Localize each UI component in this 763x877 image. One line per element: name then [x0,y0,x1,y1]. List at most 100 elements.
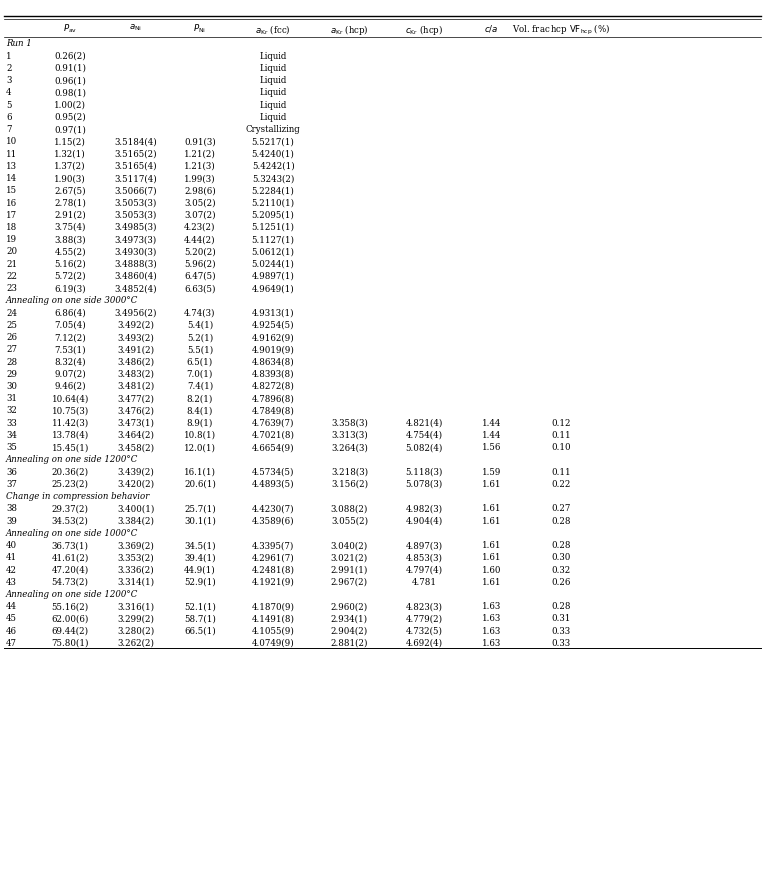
Text: 4.9162(9): 4.9162(9) [252,333,295,342]
Text: 43: 43 [6,578,17,587]
Text: 7.4(1): 7.4(1) [187,382,213,391]
Text: $a_{\mathrm{Kr}}$ (hcp): $a_{\mathrm{Kr}}$ (hcp) [330,23,369,37]
Text: 8.2(1): 8.2(1) [187,395,213,403]
Text: 3.262(2): 3.262(2) [118,639,154,648]
Text: 4.9019(9): 4.9019(9) [252,346,295,354]
Text: 69.44(2): 69.44(2) [52,627,89,636]
Text: 2.67(5): 2.67(5) [54,186,86,196]
Text: 11.42(3): 11.42(3) [52,418,89,428]
Text: 54.73(2): 54.73(2) [52,578,89,587]
Text: 0.28: 0.28 [551,602,571,611]
Text: 4.7021(8): 4.7021(8) [252,431,295,440]
Text: 0.98(1): 0.98(1) [54,89,86,97]
Text: 3.483(2): 3.483(2) [118,370,154,379]
Text: 44: 44 [6,602,17,611]
Text: 0.11: 0.11 [551,431,571,440]
Text: 14: 14 [6,174,18,183]
Text: 5.118(3): 5.118(3) [406,467,443,477]
Text: Vol. frac$\,$hcp $\mathrm{VF}_{\mathrm{hcp}}$ (%): Vol. frac$\,$hcp $\mathrm{VF}_{\mathrm{h… [512,23,610,37]
Text: 10.75(3): 10.75(3) [52,407,89,416]
Text: 3.88(3): 3.88(3) [54,235,86,244]
Text: 9.07(2): 9.07(2) [54,370,86,379]
Text: 5.2284(1): 5.2284(1) [252,186,295,196]
Text: 4.779(2): 4.779(2) [406,615,443,624]
Text: 3: 3 [6,76,11,85]
Text: 0.91(3): 0.91(3) [184,138,216,146]
Text: 3.264(3): 3.264(3) [331,443,368,453]
Text: 6.5(1): 6.5(1) [187,358,213,367]
Text: 8.32(4): 8.32(4) [54,358,86,367]
Text: Run 1: Run 1 [6,39,32,48]
Text: 3.4860(4): 3.4860(4) [114,272,157,281]
Text: 7.53(1): 7.53(1) [54,346,86,354]
Text: 5: 5 [6,101,11,110]
Text: 4.7849(8): 4.7849(8) [252,407,295,416]
Text: 1.63: 1.63 [481,615,501,624]
Text: 4.4893(5): 4.4893(5) [252,480,295,488]
Text: 0.33: 0.33 [551,627,571,636]
Text: Annealing on one side 3000°C: Annealing on one side 3000°C [6,296,138,305]
Text: 3.021(2): 3.021(2) [331,553,368,562]
Text: 4.8634(8): 4.8634(8) [252,358,295,367]
Text: 4.904(4): 4.904(4) [406,517,443,525]
Text: 36: 36 [6,467,17,477]
Text: 5.96(2): 5.96(2) [184,260,216,268]
Text: 24: 24 [6,309,17,317]
Text: 2.967(2): 2.967(2) [331,578,368,587]
Text: 32: 32 [6,407,17,416]
Text: 0.27: 0.27 [551,504,571,513]
Text: 7.12(2): 7.12(2) [54,333,86,342]
Text: 52.1(1): 52.1(1) [184,602,216,611]
Text: 1.21(3): 1.21(3) [184,162,216,171]
Text: 3.316(1): 3.316(1) [118,602,154,611]
Text: Crystallizing: Crystallizing [246,125,301,134]
Text: 5.4(1): 5.4(1) [187,321,213,330]
Text: 4.55(2): 4.55(2) [54,247,86,256]
Text: 1.60: 1.60 [481,566,501,574]
Text: 3.384(2): 3.384(2) [118,517,154,525]
Text: $a_{\mathrm{Ni}}$: $a_{\mathrm{Ni}}$ [129,23,143,33]
Text: 2.904(2): 2.904(2) [331,627,368,636]
Text: 1.44: 1.44 [481,431,501,440]
Text: 3.458(2): 3.458(2) [118,443,154,453]
Text: 13.78(4): 13.78(4) [52,431,89,440]
Text: 47: 47 [6,639,17,648]
Text: 2.78(1): 2.78(1) [54,198,86,208]
Text: 27: 27 [6,346,17,354]
Text: 3.5165(4): 3.5165(4) [114,162,157,171]
Text: 40: 40 [6,541,18,550]
Text: 5.0244(1): 5.0244(1) [252,260,295,268]
Text: 5.16(2): 5.16(2) [54,260,86,268]
Text: 4.781: 4.781 [412,578,436,587]
Text: 0.26(2): 0.26(2) [54,52,86,61]
Text: 1.44: 1.44 [481,418,501,428]
Text: 4.9254(5): 4.9254(5) [252,321,295,330]
Text: 1.37(2): 1.37(2) [54,162,86,171]
Text: 10: 10 [6,138,18,146]
Text: 5.1127(1): 5.1127(1) [252,235,295,244]
Text: 3.299(2): 3.299(2) [118,615,154,624]
Text: 16: 16 [6,198,18,208]
Text: 46: 46 [6,627,17,636]
Text: 62.00(6): 62.00(6) [52,615,89,624]
Text: 7: 7 [6,125,11,134]
Text: 3.05(2): 3.05(2) [184,198,216,208]
Text: 3.4985(3): 3.4985(3) [114,223,157,232]
Text: 3.481(2): 3.481(2) [118,382,154,391]
Text: 1.63: 1.63 [481,602,501,611]
Text: 8.9(1): 8.9(1) [187,418,213,428]
Text: 22: 22 [6,272,17,281]
Text: 5.5(1): 5.5(1) [187,346,213,354]
Text: 2.91(2): 2.91(2) [54,210,86,220]
Text: 0.11: 0.11 [551,467,571,477]
Text: 13: 13 [6,162,17,171]
Text: 4.7639(7): 4.7639(7) [252,418,295,428]
Text: 1.00(2): 1.00(2) [54,101,86,110]
Text: $P_{\mathrm{av}}$: $P_{\mathrm{av}}$ [63,23,77,35]
Text: $c_{\mathrm{Kr}}$ (hcp): $c_{\mathrm{Kr}}$ (hcp) [405,23,443,37]
Text: 2.934(1): 2.934(1) [331,615,368,624]
Text: 3.5066(7): 3.5066(7) [114,186,157,196]
Text: 3.040(2): 3.040(2) [331,541,368,550]
Text: 34.5(1): 34.5(1) [184,541,216,550]
Text: 30.1(1): 30.1(1) [184,517,216,525]
